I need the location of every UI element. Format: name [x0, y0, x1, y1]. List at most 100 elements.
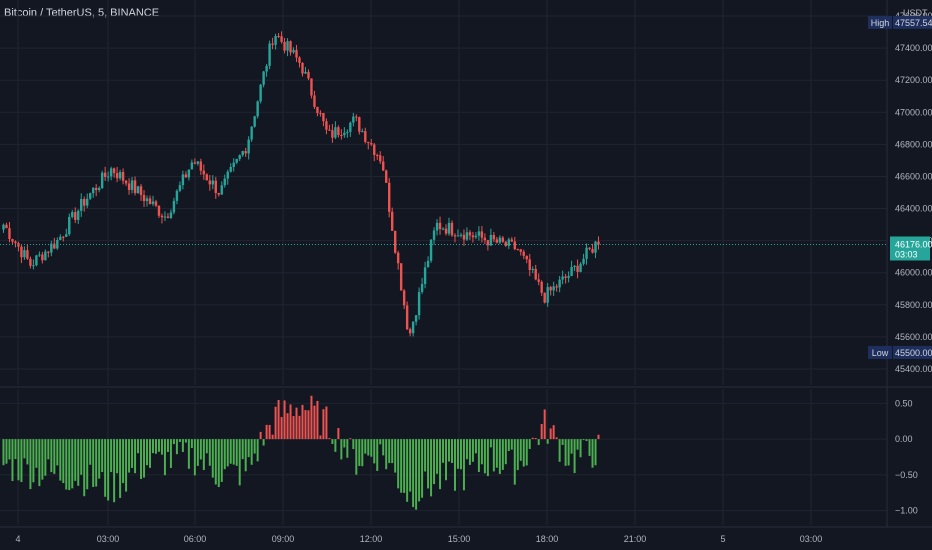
time-tick-label: 09:00 [272, 534, 295, 544]
osc-bar [558, 439, 561, 462]
candle-body [573, 265, 576, 268]
osc-bar [292, 416, 295, 440]
osc-bar [522, 439, 525, 467]
osc-bar [38, 439, 41, 487]
candle-body [585, 247, 588, 259]
osc-bar [128, 439, 131, 473]
candle-body [441, 228, 445, 230]
osc-bar [561, 439, 564, 445]
candle-body [486, 240, 490, 246]
osc-bar [259, 431, 262, 440]
candle-body [576, 265, 579, 272]
osc-bar [47, 439, 50, 460]
candle-body [268, 43, 271, 66]
candle-body [262, 71, 265, 85]
osc-bar [531, 437, 534, 440]
time-tick-label: 5 [720, 534, 725, 544]
osc-bar [448, 439, 450, 462]
osc-bar [385, 439, 388, 470]
osc-bar [379, 439, 382, 445]
osc-bar [424, 439, 427, 472]
candle-body [187, 169, 191, 178]
osc-bar [229, 439, 232, 464]
osc-bar [370, 439, 373, 457]
time-tick-label: 15:00 [448, 534, 471, 544]
candle-body [20, 246, 23, 258]
candle-body [118, 171, 122, 179]
candle-body [570, 267, 573, 277]
osc-bar [181, 439, 184, 452]
osc-bar [343, 439, 346, 448]
candle-body [417, 291, 421, 316]
candle-body [564, 276, 567, 278]
osc-bar [328, 438, 331, 440]
candle-body [202, 170, 206, 175]
osc-bar [256, 439, 259, 462]
osc-bar [137, 439, 140, 454]
osc-bar [262, 439, 265, 446]
candle-body [136, 186, 140, 194]
candle-body [396, 252, 400, 264]
candle-body [89, 193, 92, 199]
osc-bar [564, 439, 567, 466]
candle-body [597, 241, 600, 245]
osc-bar [271, 434, 274, 440]
candle-body [453, 235, 457, 237]
osc-bar [453, 439, 456, 491]
candle-body [414, 315, 418, 322]
osc-bar [567, 439, 570, 466]
osc-tick-label: −0.50 [895, 470, 918, 480]
candle-body [259, 84, 262, 102]
candle-body [265, 65, 268, 72]
candle-body [438, 222, 442, 230]
osc-bar [325, 406, 328, 440]
osc-bar [14, 439, 17, 459]
candle-body [367, 141, 370, 144]
candle-body [552, 286, 555, 291]
osc-bar [316, 400, 319, 440]
candle-body [26, 250, 29, 259]
osc-bar [319, 435, 322, 440]
osc-bar [376, 439, 379, 471]
osc-bar [29, 439, 32, 490]
candle-body [483, 237, 487, 241]
candle-body [14, 241, 17, 244]
osc-bar [92, 439, 95, 488]
osc-bar [358, 439, 361, 466]
osc-bar [597, 434, 600, 440]
candle-body [522, 251, 525, 256]
candle-body [319, 113, 322, 115]
osc-tick-label: 0.50 [895, 398, 913, 408]
osc-bar [125, 439, 128, 492]
candle-body [238, 155, 241, 159]
osc-bar [483, 439, 486, 474]
candle-body [175, 190, 179, 201]
osc-bar [573, 439, 576, 474]
candle-body [163, 216, 167, 218]
time-tick-label: 18:00 [536, 534, 559, 544]
osc-bar [214, 439, 217, 485]
candle-body [133, 180, 137, 194]
candle-body [139, 186, 143, 195]
osc-bar [116, 439, 119, 474]
candle-body [549, 287, 552, 291]
candle-body [77, 210, 80, 220]
osc-bar [244, 439, 247, 472]
osc-bar [394, 439, 397, 473]
price-tick-label: 47000.00 [895, 107, 932, 117]
candle-body [504, 241, 508, 246]
price-tick-label: 46400.00 [895, 204, 932, 214]
osc-bar [570, 439, 573, 454]
candle-body [558, 279, 561, 288]
osc-bar [331, 439, 334, 444]
osc-bar [17, 439, 20, 481]
candle-body [408, 329, 412, 334]
osc-bar [143, 439, 146, 478]
osc-bar [471, 439, 474, 462]
osc-bar [594, 439, 597, 466]
osc-bar [65, 439, 68, 490]
osc-bar [507, 439, 510, 451]
candle-body [151, 201, 155, 204]
price-tick-label: 46600.00 [895, 171, 932, 181]
